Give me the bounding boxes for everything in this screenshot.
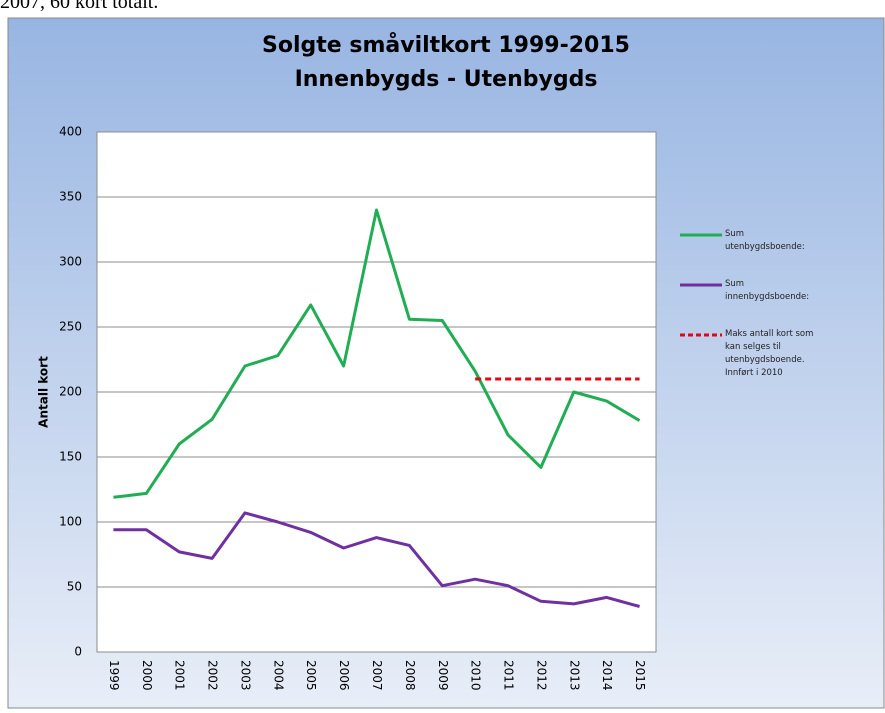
x-tick-label: 2000: [140, 660, 154, 691]
data-line: [113, 511, 640, 608]
y-tick-label: 400: [59, 125, 82, 139]
x-tick-label: 2005: [304, 660, 318, 691]
x-tick-label: 2013: [567, 660, 581, 691]
y-axis-label: Antall kort: [37, 356, 51, 428]
y-tick-label: 300: [59, 255, 82, 269]
y-tick-label: 50: [67, 580, 82, 594]
plot-border: [96, 131, 657, 653]
legend-label: Sum innenbygdsboende:: [725, 279, 810, 302]
x-tick-label: 1999: [107, 660, 121, 691]
chart-subtitle: Innenbygds - Utenbygds: [295, 67, 598, 92]
x-tick-label: 2007: [370, 660, 384, 691]
chart-title: Solgte småviltkort 1999-2015: [262, 32, 630, 58]
x-tick-label: 2012: [534, 660, 548, 691]
y-tick-label: 0: [74, 645, 82, 659]
legend-label: Sum utenbygdsboende:: [725, 229, 805, 252]
x-tick-label: 2010: [469, 660, 483, 691]
y-tick-label: 150: [59, 450, 82, 464]
data-line: [113, 208, 641, 499]
x-tick-label: 2003: [238, 660, 252, 691]
x-tick-label: 2006: [337, 660, 351, 691]
x-tick-label: 2014: [600, 660, 614, 691]
x-tick-label: 2009: [436, 660, 450, 691]
y-tick-label: 200: [59, 385, 82, 399]
y-tick-label: 100: [59, 515, 82, 529]
x-tick-label: 2015: [633, 660, 647, 691]
x-tick-label: 2001: [173, 660, 187, 691]
x-tick-label: 2008: [403, 660, 417, 691]
y-tick-label: 250: [59, 320, 82, 334]
x-tick-label: 2004: [271, 660, 285, 691]
y-tick-label: 350: [59, 190, 82, 204]
x-tick-label: 2002: [206, 660, 220, 691]
page-text: 2007, 60 kort totalt.: [0, 0, 159, 13]
x-tick-label: 2011: [502, 660, 516, 691]
legend-label: Maks antall kort som kan selges til uten…: [725, 329, 814, 378]
